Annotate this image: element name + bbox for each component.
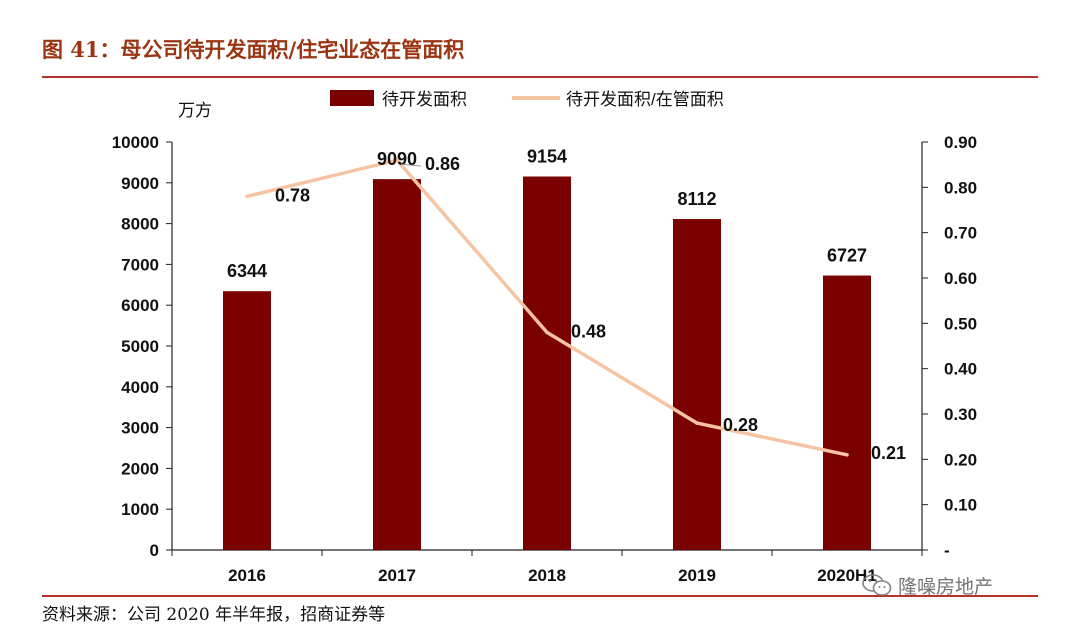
bar-value-label: 9154 [527,147,567,167]
bar [523,176,571,551]
line-point [545,330,549,335]
y-left-tick-label: 8000 [121,215,159,234]
wechat-icon [862,573,892,596]
y-right-tick-label: 0.10 [944,496,977,515]
bar-value-label: 9090 [377,149,417,169]
line-point [395,158,399,162]
ratio-line [245,158,849,457]
bar [373,179,421,551]
axes: 0 1000 2000 3000 4000 5000 6000 7000 8000 9000 100… [112,133,977,585]
y-right-tick-label: 0.80 [944,178,977,197]
line-value-label: 0.86 [425,154,460,174]
y-right-tick-label: 0.20 [944,450,977,469]
line-value-label: 0.78 [275,185,310,205]
bar-value-label: 6727 [827,246,867,266]
bar [223,291,271,550]
line-value-label: 0.28 [723,415,758,435]
bars [223,176,871,551]
footer-rule [42,595,1038,597]
bar-value-label: 6344 [227,261,267,281]
line-value-label: 0.21 [871,443,906,463]
line-point [695,421,699,425]
y-left-tick-label: 10000 [112,133,159,152]
line-value-label: 0.48 [571,321,606,341]
bar-value-label: 8112 [677,189,716,209]
figure-title: 图 41：母公司待开发面积/住宅业态在管面积 [42,37,465,62]
label-leader-line [400,163,422,167]
y-left-tick-label: 7000 [121,255,159,274]
y-left-tick-label: 0 [150,541,159,560]
data-labels: 6344 9090 9154 8112 6727 0.78 0.86 0.48 0.28 0.21 [227,147,906,463]
y-left-tick-label: 3000 [121,419,159,438]
y-right-tick-label: 0.40 [944,360,977,379]
legend-line-label: 待开发面积/在管面积 [566,90,724,109]
x-tick-label: 2019 [678,566,716,585]
source-note: 资料来源：公司 2020 年半年报，招商证券等 [42,605,386,625]
line-point [245,194,249,199]
y-right-tick-label: 0.60 [944,269,977,288]
y-right-tick-label: 0.70 [944,224,977,243]
line-point [845,453,849,457]
x-tick-label: 2020H1 [817,566,877,585]
bar [823,275,871,550]
x-tick-label: 2016 [228,566,266,585]
y-right-tick-label: 0.50 [944,314,977,333]
y-left-tick-label: 9000 [121,174,159,193]
watermark-text: 隆噪房地产 [898,576,994,598]
y-left-tick-label: 1000 [121,500,159,519]
x-tick-label: 2018 [528,566,566,585]
legend-bar-swatch [330,90,374,106]
y-right-tick-label: - [944,541,950,560]
y-left-tick-label: 2000 [121,459,159,478]
title-rule [42,76,1038,78]
y-right-tick-label: 0.90 [944,133,977,152]
bar [673,219,721,550]
y-left-tick-label: 5000 [121,337,159,356]
y-unit-label: 万方 [178,101,212,120]
legend-bar-label: 待开发面积 [382,90,467,109]
y-left-tick-label: 6000 [121,296,159,315]
y-left-tick-label: 4000 [121,378,159,397]
legend: 待开发面积 待开发面积/在管面积 [330,90,724,109]
watermark: 隆噪房地产 [862,572,993,599]
x-tick-label: 2017 [378,566,416,585]
y-right-tick-label: 0.30 [944,405,977,424]
